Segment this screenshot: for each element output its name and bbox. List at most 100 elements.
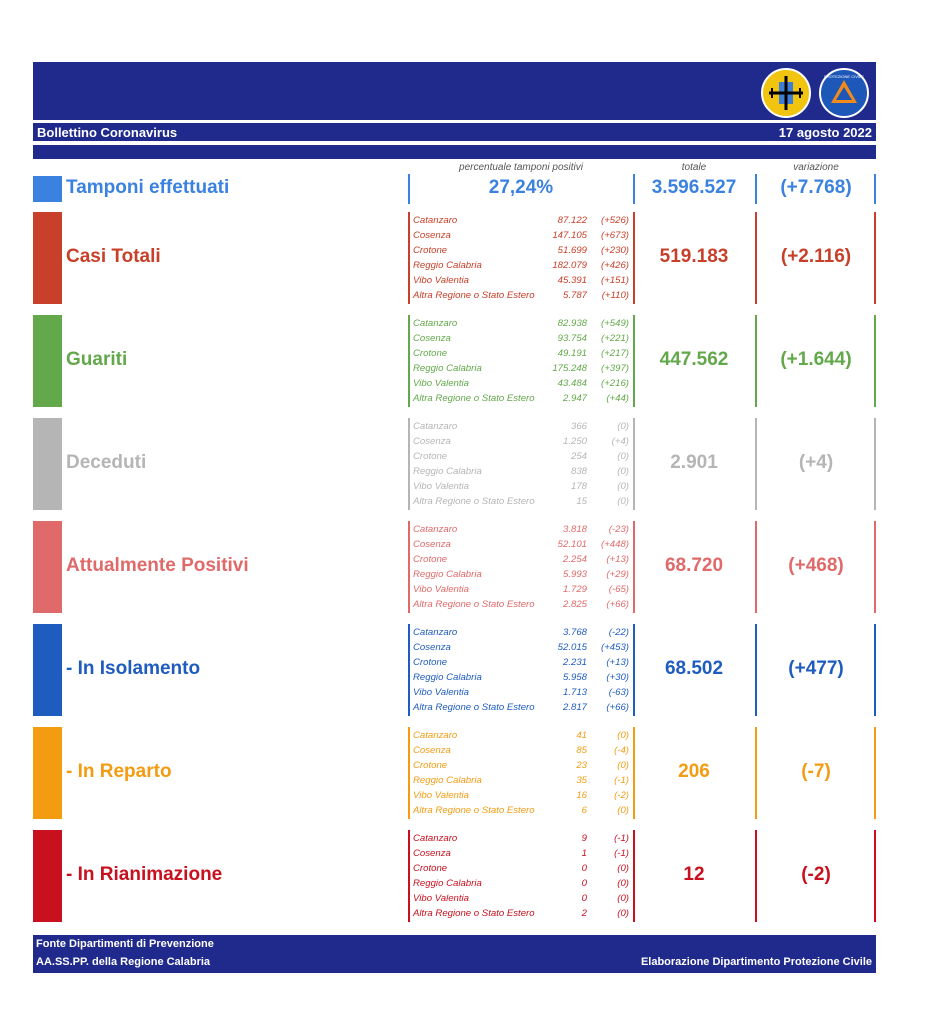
province-name: Vibo Valentia: [413, 893, 470, 904]
table-row: Catanzaro 366 (0): [413, 419, 631, 434]
province-delta: (+110): [601, 290, 629, 301]
province-value: 0: [581, 878, 587, 889]
column-header-total: totale: [681, 162, 707, 173]
section-divider-2-casi-totali: [633, 212, 635, 304]
table-row: Reggio Calabria 35 (-1): [413, 773, 631, 788]
province-delta: (+151): [601, 275, 629, 286]
section-change-deceduti: (+4): [798, 452, 834, 473]
section-divider-3-guariti: [755, 315, 757, 407]
section-total-guariti: 447.562: [659, 349, 729, 370]
province-value: 1.713: [562, 687, 587, 698]
province-delta: (+217): [601, 348, 629, 359]
section-divider-2-attualmente-positivi: [633, 521, 635, 613]
province-delta: (-2): [614, 790, 629, 801]
province-value: 1.729: [562, 584, 587, 595]
province-delta: (+13): [606, 657, 629, 668]
table-row: Altra Regione o Stato Estero 2 (0): [413, 906, 631, 921]
province-value: 5.958: [562, 672, 587, 683]
section-color-bar-in-isolamento: [33, 624, 62, 716]
province-table-in-isolamento: Catanzaro 3.768 (-22) Cosenza 52.015 (+453) Cr…: [413, 625, 631, 715]
section-divider-3-in-reparto: [755, 727, 757, 819]
province-delta: (+29): [606, 569, 629, 580]
province-name: Cosenza: [413, 745, 451, 756]
column-header-percent: percentuale tamponi positivi: [459, 162, 583, 173]
tamponi-change: (+7.768): [780, 177, 852, 198]
province-value: 5.787: [562, 290, 587, 301]
section-label-casi-totali: Casi Totali: [66, 246, 161, 267]
footer: Fonte Dipartimenti di Prevenzione AA.SS.…: [33, 935, 876, 973]
province-value: 51.699: [557, 245, 587, 256]
province-value: 147.105: [552, 230, 587, 241]
province-table-in-reparto: Catanzaro 41 (0) Cosenza 85 (-4) Crotone 23 (0) R…: [413, 728, 631, 818]
province-table-attualmente-positivi: Catanzaro 3.818 (-23) Cosenza 52.101 (+448) Cr…: [413, 522, 631, 612]
section-divider-1-guariti: [408, 315, 410, 407]
section-label-attualmente-positivi: Attualmente Positivi: [66, 555, 249, 576]
section-divider-1-deceduti: [408, 418, 410, 510]
province-value: 82.938: [557, 318, 587, 329]
tamponi-divider-3: [755, 174, 757, 204]
province-name: Altra Regione o Stato Estero: [413, 599, 535, 610]
table-row: Reggio Calabria 175.248 (+397): [413, 361, 631, 376]
province-name: Crotone: [413, 245, 448, 256]
tamponi-label: Tamponi effettuati: [66, 177, 230, 198]
province-name: Cosenza: [413, 539, 451, 550]
section-divider-3-in-rianimazione: [755, 830, 757, 922]
province-value: 16: [576, 790, 587, 801]
province-value: 0: [581, 863, 587, 874]
tamponi-total: 3.596.527: [651, 177, 737, 198]
province-name: Altra Regione o Stato Estero: [413, 805, 535, 816]
tamponi-divider-4: [874, 174, 876, 204]
province-value: 9: [581, 833, 587, 844]
province-name: Vibo Valentia: [413, 378, 470, 389]
province-name: Vibo Valentia: [413, 584, 470, 595]
footer-source-line2: AA.SS.PP. della Regione Calabria: [36, 956, 211, 968]
section-label-in-reparto: - In Reparto: [66, 761, 172, 782]
section-color-bar-casi-totali: [33, 212, 62, 304]
section-color-bar-guariti: [33, 315, 62, 407]
province-value: 178: [570, 481, 587, 492]
province-delta: (+4): [611, 436, 629, 447]
province-name: Altra Regione o Stato Estero: [413, 393, 535, 404]
table-row: Altra Regione o Stato Estero 15 (0): [413, 494, 631, 509]
table-row: Cosenza 93.754 (+221): [413, 331, 631, 346]
province-name: Vibo Valentia: [413, 790, 470, 801]
province-value: 52.101: [557, 539, 587, 550]
tamponi-divider-1: [408, 174, 410, 204]
table-row: Vibo Valentia 178 (0): [413, 479, 631, 494]
section-label-deceduti: Deceduti: [66, 452, 147, 473]
table-row: Cosenza 1.250 (+4): [413, 434, 631, 449]
table-row: Altra Regione o Stato Estero 5.787 (+110): [413, 288, 631, 303]
section-total-casi-totali: 519.183: [659, 246, 729, 267]
province-delta: (+526): [601, 215, 629, 226]
province-value: 0: [581, 893, 587, 904]
province-delta: (+13): [606, 554, 629, 565]
table-row: Crotone 49.191 (+217): [413, 346, 631, 361]
province-name: Catanzaro: [413, 833, 458, 844]
province-name: Vibo Valentia: [413, 481, 470, 492]
table-row: Crotone 23 (0): [413, 758, 631, 773]
province-name: Altra Regione o Stato Estero: [413, 496, 535, 507]
province-value: 5.993: [562, 569, 587, 580]
province-delta: (0): [617, 730, 629, 741]
section-divider-3-deceduti: [755, 418, 757, 510]
page-title: Bollettino Coronavirus: [37, 125, 178, 140]
province-name: Catanzaro: [413, 730, 458, 741]
table-row: Vibo Valentia 43.484 (+216): [413, 376, 631, 391]
province-name: Catanzaro: [413, 421, 458, 432]
regione-calabria-crest-icon: [761, 68, 811, 118]
protezione-civile-logo-icon: PROTEZIONE CIVILE: [819, 68, 869, 118]
province-name: Crotone: [413, 554, 448, 565]
province-delta: (-1): [614, 833, 629, 844]
table-row: Crotone 2.231 (+13): [413, 655, 631, 670]
section-divider-1-in-isolamento: [408, 624, 410, 716]
province-delta: (+66): [606, 702, 629, 713]
province-table-casi-totali: Catanzaro 87.122 (+526) Cosenza 147.105 (+673…: [413, 213, 631, 303]
province-name: Catanzaro: [413, 524, 458, 535]
province-table-in-rianimazione: Catanzaro 9 (-1) Cosenza 1 (-1) Crotone 0 (0) Reg…: [413, 831, 631, 921]
province-name: Vibo Valentia: [413, 275, 470, 286]
province-name: Altra Regione o Stato Estero: [413, 908, 535, 919]
section-divider-1-casi-totali: [408, 212, 410, 304]
province-name: Reggio Calabria: [413, 363, 482, 374]
section-divider-1-in-rianimazione: [408, 830, 410, 922]
province-value: 45.391: [557, 275, 587, 286]
